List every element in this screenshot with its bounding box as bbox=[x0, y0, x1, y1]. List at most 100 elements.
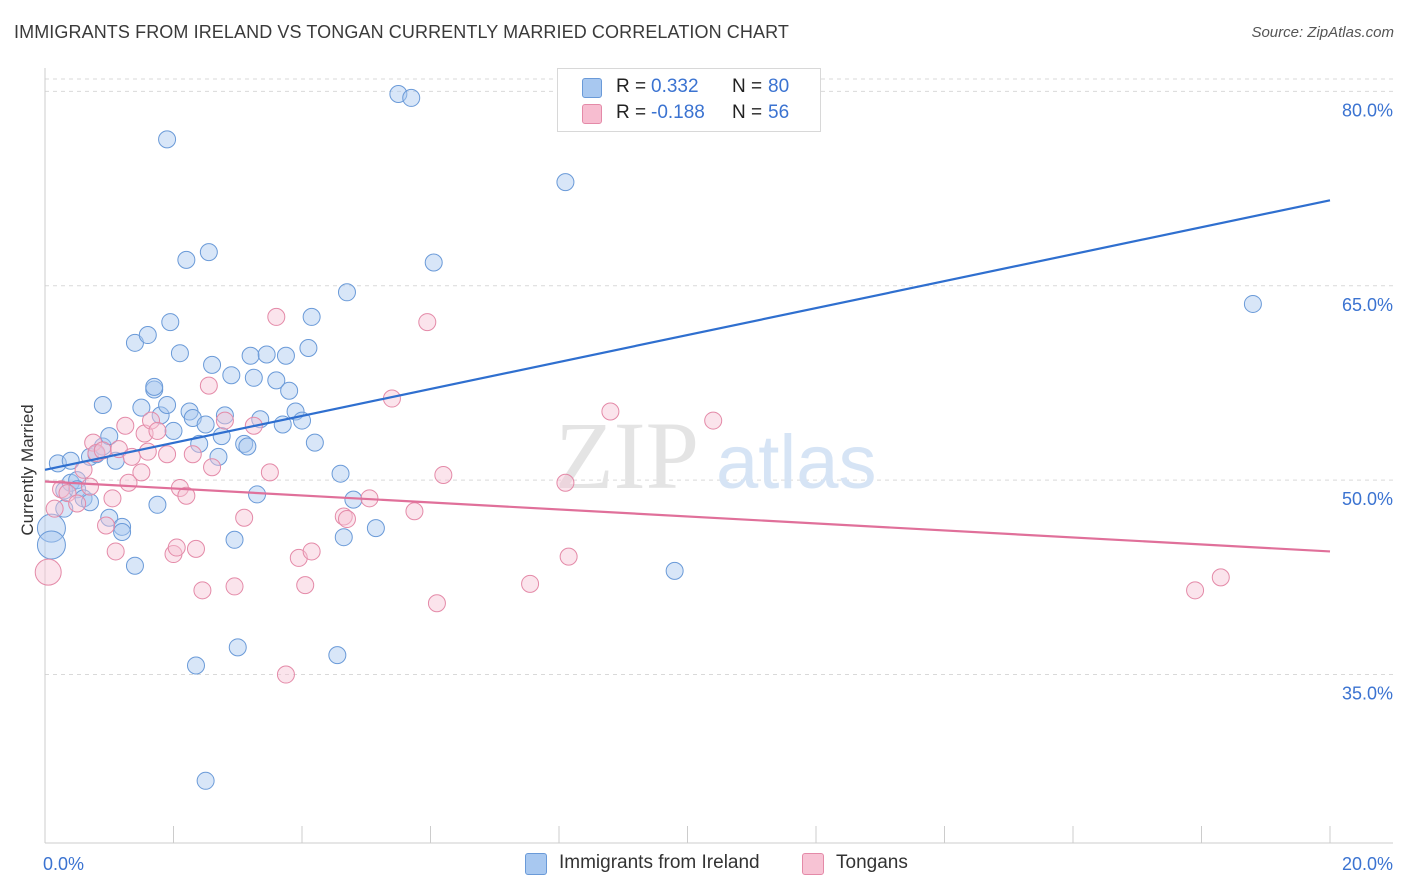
tick-labels: 35.0% 50.0% 65.0% 80.0% 0.0% 20.0% bbox=[43, 100, 1393, 874]
y-tick-label: 50.0% bbox=[1342, 489, 1393, 509]
trend-lines bbox=[44, 199, 1331, 553]
point-tongans bbox=[132, 463, 151, 482]
correlation-legend: R = 0.332 N = 80 R = -0.188 N = 56 bbox=[557, 68, 821, 132]
point-tongans bbox=[193, 581, 212, 600]
point-ireland bbox=[334, 528, 353, 547]
legend-label-ireland: Immigrants from Ireland bbox=[559, 852, 760, 873]
point-tongans bbox=[148, 421, 167, 440]
point-ireland bbox=[93, 396, 112, 415]
watermark: ZIP atlas bbox=[555, 402, 877, 509]
point-ireland bbox=[222, 366, 241, 385]
n-label: N = bbox=[732, 76, 763, 97]
point-tongans bbox=[418, 313, 437, 332]
point-ireland bbox=[138, 326, 157, 345]
point-tongans bbox=[186, 539, 205, 558]
point-ireland bbox=[80, 493, 99, 512]
point-tongans bbox=[559, 547, 578, 566]
point-tongans bbox=[199, 376, 218, 395]
point-ireland bbox=[186, 656, 205, 675]
point-ireland bbox=[299, 339, 318, 358]
point-tongans bbox=[93, 441, 112, 460]
point-ireland bbox=[203, 355, 222, 374]
point-ireland bbox=[257, 345, 276, 364]
point-tongans bbox=[225, 577, 244, 596]
y-tick-label: 35.0% bbox=[1342, 684, 1393, 704]
legend-swatch-tongans bbox=[802, 853, 824, 875]
point-ireland bbox=[93, 437, 112, 456]
n-value: 80 bbox=[768, 76, 790, 97]
point-ireland bbox=[228, 638, 247, 657]
y-tick-label: 80.0% bbox=[1342, 100, 1393, 120]
point-ireland bbox=[267, 371, 286, 390]
trend-line-ireland bbox=[44, 199, 1331, 471]
point-ireland bbox=[158, 396, 177, 415]
point-ireland bbox=[164, 421, 183, 440]
point-ireland bbox=[305, 433, 324, 452]
point-tongans bbox=[45, 499, 64, 518]
point-ireland bbox=[215, 406, 234, 425]
point-tongans bbox=[276, 665, 295, 684]
point-tongans bbox=[106, 542, 125, 561]
point-ireland bbox=[36, 530, 66, 560]
point-ireland bbox=[158, 130, 177, 149]
point-ireland bbox=[1243, 294, 1262, 313]
point-ireland bbox=[235, 434, 254, 453]
point-tongans bbox=[215, 411, 234, 430]
point-ireland bbox=[328, 646, 347, 665]
point-tongans bbox=[183, 445, 202, 464]
point-ireland bbox=[225, 530, 244, 549]
point-tongans bbox=[203, 458, 222, 477]
point-ireland bbox=[196, 415, 215, 434]
point-ireland bbox=[331, 464, 350, 483]
point-tongans bbox=[260, 463, 279, 482]
point-ireland bbox=[402, 88, 421, 107]
point-tongans bbox=[138, 442, 157, 461]
y-axis-label: Currently Married bbox=[18, 404, 37, 536]
point-tongans bbox=[116, 416, 135, 435]
point-tongans bbox=[704, 411, 723, 430]
point-tongans bbox=[267, 307, 286, 326]
point-ireland bbox=[113, 523, 132, 542]
point-tongans bbox=[337, 510, 356, 529]
n-label: N = bbox=[732, 102, 763, 123]
point-ireland bbox=[161, 313, 180, 332]
point-tongans bbox=[80, 477, 99, 496]
point-ireland bbox=[276, 346, 295, 365]
point-ireland bbox=[151, 406, 170, 425]
y-tick-label: 65.0% bbox=[1342, 295, 1393, 315]
point-ireland bbox=[665, 561, 684, 580]
point-tongans bbox=[405, 502, 424, 521]
point-tongans bbox=[427, 594, 446, 613]
point-tongans bbox=[334, 507, 353, 526]
series-ireland-points bbox=[36, 85, 1262, 790]
trend-line-tongans bbox=[44, 480, 1331, 553]
point-ireland bbox=[424, 253, 443, 272]
x-tick-label: 0.0% bbox=[43, 854, 84, 874]
point-ireland bbox=[238, 437, 257, 456]
point-tongans bbox=[521, 574, 540, 593]
point-tongans bbox=[601, 402, 620, 421]
point-ireland bbox=[36, 513, 66, 543]
legend-label-tongans: Tongans bbox=[836, 852, 908, 873]
point-ireland bbox=[244, 368, 263, 387]
point-ireland bbox=[148, 495, 167, 514]
point-ireland bbox=[209, 447, 228, 466]
point-tongans bbox=[302, 542, 321, 561]
point-ireland bbox=[145, 377, 164, 396]
point-ireland bbox=[199, 243, 218, 262]
point-tongans bbox=[296, 576, 315, 595]
point-ireland bbox=[113, 517, 132, 536]
point-tongans bbox=[434, 465, 453, 484]
point-tongans bbox=[177, 486, 196, 505]
watermark-atlas: atlas bbox=[716, 420, 877, 505]
point-tongans bbox=[1211, 568, 1230, 587]
point-tongans bbox=[235, 508, 254, 527]
point-ireland bbox=[366, 519, 385, 538]
r-value: -0.188 bbox=[651, 102, 705, 123]
point-ireland bbox=[556, 173, 575, 192]
point-tongans bbox=[84, 433, 103, 452]
point-tongans bbox=[97, 516, 116, 535]
point-ireland bbox=[125, 556, 144, 575]
point-tongans bbox=[103, 489, 122, 508]
